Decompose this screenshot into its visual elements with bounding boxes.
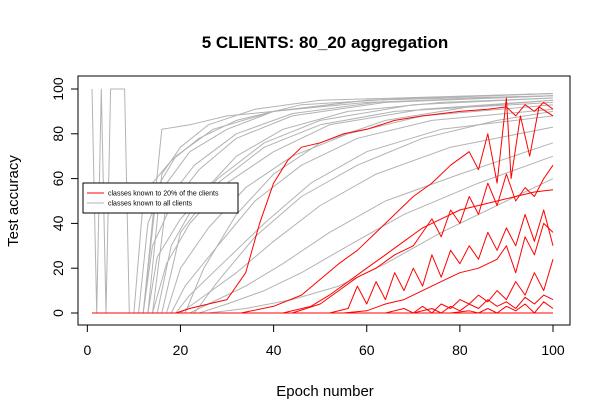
legend: classes known to 20% of the clients clas…	[82, 182, 239, 214]
y-tick-label: 100	[50, 77, 66, 101]
series-line-red-25	[92, 222, 554, 314]
series-line-red-22	[92, 97, 554, 314]
x-tick-label: 20	[173, 342, 189, 358]
y-axis-label: Test accuracy	[5, 155, 22, 247]
y-tick-label: 60	[50, 171, 66, 187]
series-line-grey-10	[92, 115, 554, 314]
series-line-grey-18	[92, 99, 554, 314]
series-line-red-24	[92, 164, 554, 314]
series-line-grey-19	[92, 101, 554, 314]
series-line-grey-8	[92, 104, 554, 314]
series-line-grey-13	[92, 155, 554, 314]
y-tick-label: 40	[50, 215, 66, 231]
series-line-red-28	[92, 294, 554, 314]
legend-box	[82, 182, 239, 214]
series-line-red-26	[92, 209, 554, 314]
series-line-grey-12	[92, 142, 554, 314]
series-line-red-21	[92, 101, 554, 314]
x-tick-label: 100	[541, 342, 565, 358]
x-tick-label: 60	[359, 342, 375, 358]
series-line-grey-7	[92, 97, 554, 314]
legend-label-red: classes known to 20% of the clients	[108, 191, 219, 198]
series-line-grey-16	[92, 95, 554, 314]
series-line-grey-17	[92, 95, 554, 314]
x-tick-label: 0	[83, 342, 91, 358]
chart-title: 5 CLIENTS: 80_20 aggregation	[202, 33, 449, 52]
y-tick-label: 20	[50, 260, 66, 276]
series-line-red-23	[92, 189, 554, 314]
series-line-grey-15	[92, 93, 554, 314]
x-axis-label: Epoch number	[276, 383, 374, 400]
series-line-grey-9	[92, 108, 554, 314]
series-line-grey-4	[92, 95, 554, 314]
axes: 0 20 40 60 80 100 0 20 40 60 80 100	[50, 75, 571, 358]
y-tick-label: 80	[50, 126, 66, 142]
legend-label-grey: classes known to all clients	[108, 201, 193, 208]
series-line-grey-5	[92, 97, 554, 314]
series-line-red-27	[92, 259, 554, 314]
series-layer	[91, 88, 554, 314]
series-line-grey-14	[92, 178, 554, 314]
x-tick-label: 80	[452, 342, 468, 358]
y-tick-label: 0	[50, 309, 66, 317]
series-line-grey-20	[92, 110, 554, 314]
x-tick-label: 40	[266, 342, 282, 358]
